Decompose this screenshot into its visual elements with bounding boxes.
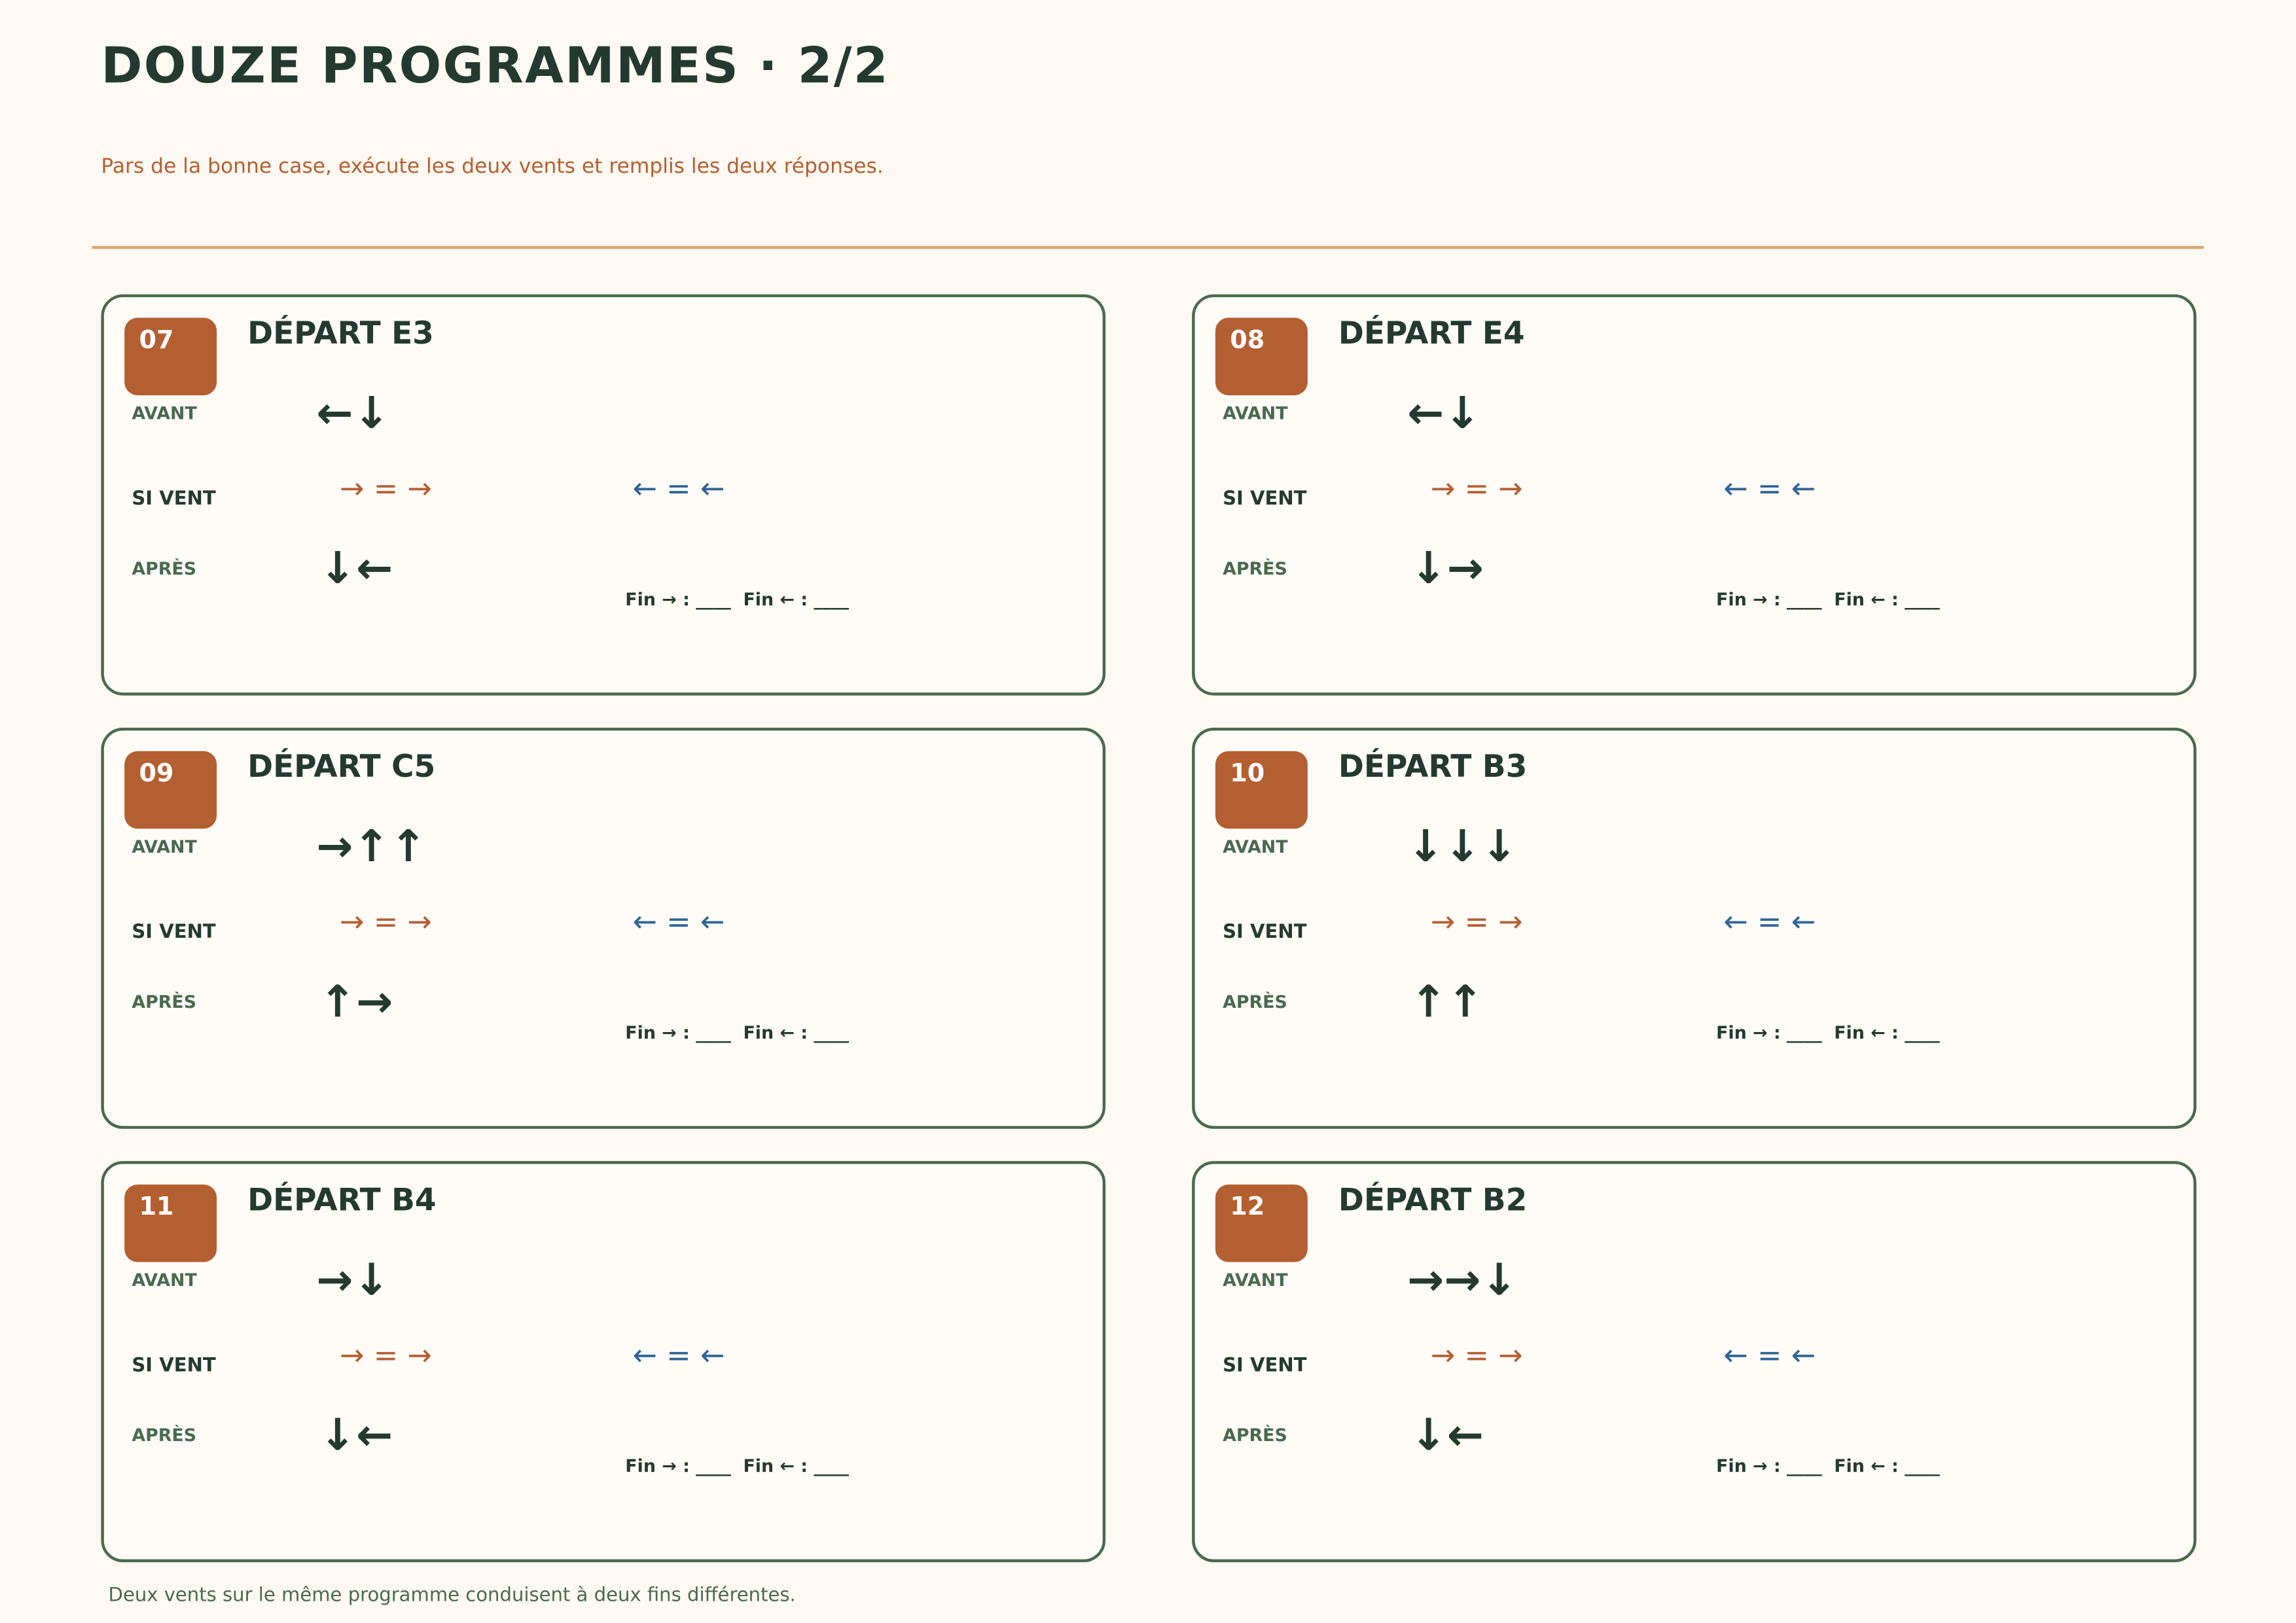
program-card: 11 DÉPART B4 AVANT →↓ SI VENT → = → ← = ← APRÈS… (101, 1161, 1106, 1563)
apres-label: APRÈS (1223, 1425, 1287, 1446)
avant-label: AVANT (1223, 404, 1288, 424)
apres-moves: ↓→ (1410, 543, 1483, 594)
apres-label: APRÈS (132, 1425, 196, 1446)
vent-right: → = → (1431, 1338, 1523, 1372)
avant-label: AVANT (132, 837, 197, 857)
vent-label: SI VENT (132, 920, 216, 942)
vent-label: SI VENT (1223, 920, 1307, 942)
answer-blanks: Fin → : ____ Fin ← : ____ (1716, 1023, 1940, 1043)
avant-moves: →↑↑ (316, 821, 427, 872)
vent-left: ← = ← (632, 1338, 725, 1372)
apres-label: APRÈS (1223, 558, 1287, 579)
card-title: DÉPART B4 (247, 1182, 436, 1218)
card-frame (101, 727, 1106, 1129)
answer-blanks: Fin → : ____ Fin ← : ____ (625, 1456, 849, 1476)
number-badge (1215, 317, 1308, 396)
cards: 07 DÉPART E3 AVANT ←↓ SI VENT → = → ← = ← APRÈS… (101, 294, 2197, 1563)
apres-moves: ↑↑ (1410, 976, 1483, 1027)
vent-label: SI VENT (1223, 1353, 1307, 1376)
answer-blanks: Fin → : ____ Fin ← : ____ (1716, 590, 1940, 610)
avant-label: AVANT (1223, 837, 1288, 857)
number-badge (1215, 1184, 1308, 1262)
avant-moves: →↓ (316, 1254, 389, 1305)
vent-right: → = → (1431, 471, 1523, 505)
footer-note: Deux vents sur le même programme conduis… (109, 1584, 796, 1606)
vent-left: ← = ← (632, 471, 725, 505)
card-title: DÉPART B3 (1338, 749, 1527, 785)
answer-blanks: Fin → : ____ Fin ← : ____ (1716, 1456, 1940, 1476)
vent-right: → = → (340, 1338, 432, 1372)
card-frame (1192, 727, 2197, 1129)
number-badge (1215, 751, 1308, 829)
card-title: DÉPART E3 (247, 315, 434, 351)
avant-moves: →→↓ (1407, 1254, 1518, 1305)
program-card: 09 DÉPART C5 AVANT →↑↑ SI VENT → = → ← = ← APRÈ… (101, 727, 1106, 1129)
avant-label: AVANT (1223, 1270, 1288, 1291)
card-number: 12 (1230, 1192, 1265, 1221)
card-frame (101, 1161, 1106, 1563)
program-card: 08 DÉPART E4 AVANT ←↓ SI VENT → = → ← = ← APRÈS… (1192, 294, 2197, 696)
vent-left: ← = ← (1723, 1338, 1816, 1372)
vent-right: → = → (340, 904, 432, 939)
card-title: DÉPART E4 (1338, 315, 1525, 351)
vent-left: ← = ← (632, 904, 725, 939)
vent-right: → = → (340, 471, 432, 505)
vent-right: → = → (1431, 904, 1523, 939)
apres-label: APRÈS (132, 991, 196, 1012)
vent-label: SI VENT (1223, 487, 1307, 509)
number-badge (124, 1184, 217, 1262)
vent-left: ← = ← (1723, 904, 1816, 939)
card-number: 07 (139, 325, 174, 354)
page-subtitle: Pars de la bonne case, exécute les deux … (101, 154, 883, 178)
vent-label: SI VENT (132, 487, 216, 509)
apres-moves: ↓← (1410, 1410, 1483, 1461)
card-frame (1192, 1161, 2197, 1563)
avant-moves: ←↓ (316, 387, 389, 438)
answer-blanks: Fin → : ____ Fin ← : ____ (625, 1023, 849, 1043)
card-number: 08 (1230, 325, 1265, 354)
apres-moves: ↓← (319, 1410, 393, 1461)
program-card: 10 DÉPART B3 AVANT ↓↓↓ SI VENT → = → ← = ← APRÈ… (1192, 727, 2197, 1129)
number-badge (124, 317, 217, 396)
avant-moves: ↓↓↓ (1407, 821, 1518, 872)
number-badge (124, 751, 217, 829)
apres-moves: ↑→ (319, 976, 393, 1027)
avant-label: AVANT (132, 404, 197, 424)
page-title: DOUZE PROGRAMMES · 2/2 (101, 36, 889, 94)
card-title: DÉPART C5 (247, 749, 435, 785)
program-card: 12 DÉPART B2 AVANT →→↓ SI VENT → = → ← = ← APRÈ… (1192, 1161, 2197, 1563)
apres-label: APRÈS (1223, 991, 1287, 1012)
card-number: 10 (1230, 758, 1265, 787)
card-frame (1192, 294, 2197, 696)
vent-label: SI VENT (132, 1353, 216, 1376)
avant-moves: ←↓ (1407, 387, 1480, 438)
card-title: DÉPART B2 (1338, 1182, 1527, 1218)
apres-moves: ↓← (319, 543, 393, 594)
card-frame (101, 294, 1106, 696)
avant-label: AVANT (132, 1270, 197, 1291)
program-card: 07 DÉPART E3 AVANT ←↓ SI VENT → = → ← = ← APRÈS… (101, 294, 1106, 696)
vent-left: ← = ← (1723, 471, 1816, 505)
apres-label: APRÈS (132, 558, 196, 579)
answer-blanks: Fin → : ____ Fin ← : ____ (625, 590, 849, 610)
card-number: 11 (139, 1192, 174, 1221)
card-number: 09 (139, 758, 174, 787)
